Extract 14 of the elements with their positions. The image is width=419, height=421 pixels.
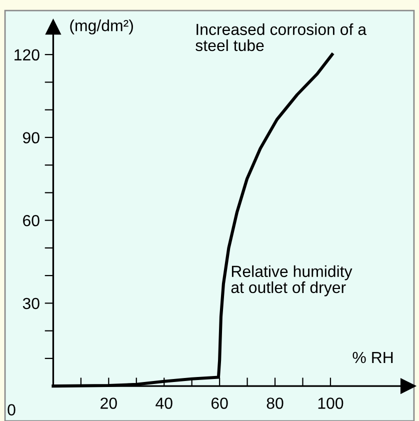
y-tick-label: 120 <box>14 49 40 61</box>
y-tick-label: 90 <box>23 132 40 144</box>
y-axis-title: (mg/dm²) <box>70 20 133 34</box>
annotation: Increased corrosion of a steel tube <box>196 23 367 52</box>
annotation: Relative humidity at outlet of dryer <box>231 265 352 296</box>
x-axis-title: % RH <box>352 352 393 364</box>
x-tick-label: 80 <box>266 398 284 409</box>
x-tick-label: 100 <box>318 398 344 409</box>
x-tick-label: 60 <box>212 398 228 409</box>
y-tick-label: 30 <box>22 298 40 310</box>
x-tick-label: 20 <box>100 398 117 409</box>
x-tick-label: 40 <box>156 398 172 409</box>
text: 0 <box>8 404 16 416</box>
y-tick-label: 60 <box>23 214 40 226</box>
